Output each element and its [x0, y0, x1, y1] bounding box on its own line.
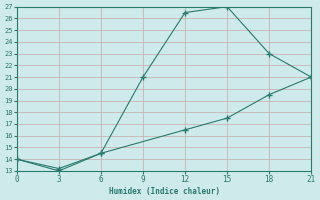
X-axis label: Humidex (Indice chaleur): Humidex (Indice chaleur)	[108, 187, 220, 196]
